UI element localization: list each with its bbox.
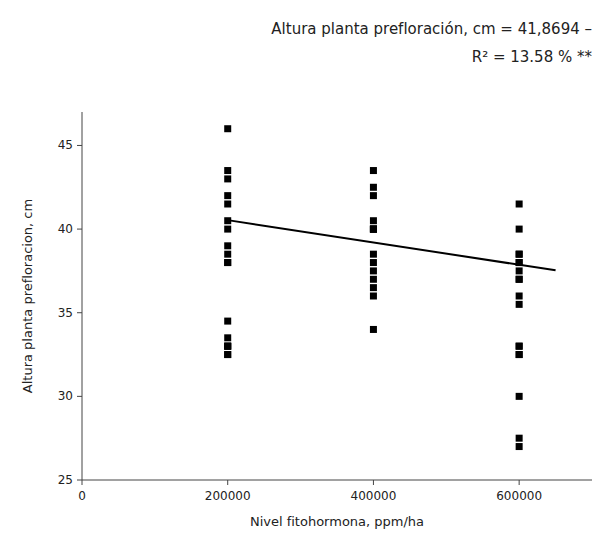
point	[516, 251, 523, 258]
chart: Altura planta prefloración, cm = 41,8694…	[0, 0, 616, 547]
point	[224, 167, 231, 174]
x-tick-label: 0	[78, 489, 86, 503]
point	[370, 251, 377, 258]
y-tick-label: 45	[58, 138, 73, 152]
point	[224, 175, 231, 182]
point	[224, 351, 231, 358]
point	[516, 351, 523, 358]
point	[370, 192, 377, 199]
y-tick	[77, 229, 82, 230]
point	[370, 259, 377, 266]
y-tick	[77, 312, 82, 313]
point	[516, 267, 523, 274]
x-tick	[82, 480, 83, 485]
point	[370, 326, 377, 333]
marks	[224, 125, 555, 450]
point	[516, 343, 523, 350]
title: Altura planta prefloración, cm = 41,8694…	[271, 20, 592, 38]
point	[516, 226, 523, 233]
x-tick-label: 400000	[351, 489, 397, 503]
y-tick-label: 35	[58, 306, 73, 320]
point	[224, 125, 231, 132]
y-tick-label: 25	[58, 473, 73, 487]
point	[224, 343, 231, 350]
point	[370, 226, 377, 233]
y-tick-label: 40	[58, 222, 73, 236]
point	[224, 192, 231, 199]
x-tick-label: 600000	[496, 489, 542, 503]
point	[370, 267, 377, 274]
point	[370, 226, 377, 233]
point	[516, 201, 523, 208]
subtitle: R² = 13.58 % **	[472, 48, 593, 66]
point	[224, 259, 231, 266]
point	[516, 293, 523, 300]
point	[370, 276, 377, 283]
point	[516, 435, 523, 442]
point	[516, 343, 523, 350]
point	[224, 201, 231, 208]
axes: 0 200000 400000 600000 25 30 35 40 45	[58, 112, 592, 503]
y-axis-label: Altura planta prefloracion, cm	[20, 199, 35, 393]
y-axis-line	[82, 112, 83, 480]
point	[516, 276, 523, 283]
point	[370, 226, 377, 233]
regression-line	[228, 220, 556, 270]
x-tick	[373, 480, 374, 485]
y-tick	[77, 396, 82, 397]
page: {"chart_data": { "type": "scatter", "tit…	[0, 0, 616, 547]
point	[224, 351, 231, 358]
x-tick	[227, 480, 228, 485]
point	[224, 343, 231, 350]
point	[516, 301, 523, 308]
point	[224, 334, 231, 341]
point	[516, 276, 523, 283]
point	[516, 251, 523, 258]
y-tick-label: 30	[58, 389, 73, 403]
y-tick	[77, 145, 82, 146]
x-tick	[519, 480, 520, 485]
x-tick-label: 200000	[205, 489, 251, 503]
point	[224, 242, 231, 249]
point	[370, 226, 377, 233]
point	[370, 217, 377, 224]
point	[370, 293, 377, 300]
point	[516, 443, 523, 450]
x-axis-line	[82, 480, 592, 481]
point	[224, 251, 231, 258]
point	[370, 284, 377, 291]
point	[516, 393, 523, 400]
x-axis-label: Nivel fitohormona, ppm/ha	[250, 514, 424, 529]
point	[224, 318, 231, 325]
point	[370, 184, 377, 191]
point	[516, 351, 523, 358]
point	[370, 167, 377, 174]
point	[224, 259, 231, 266]
point	[224, 343, 231, 350]
y-tick	[77, 480, 82, 481]
point	[224, 226, 231, 233]
